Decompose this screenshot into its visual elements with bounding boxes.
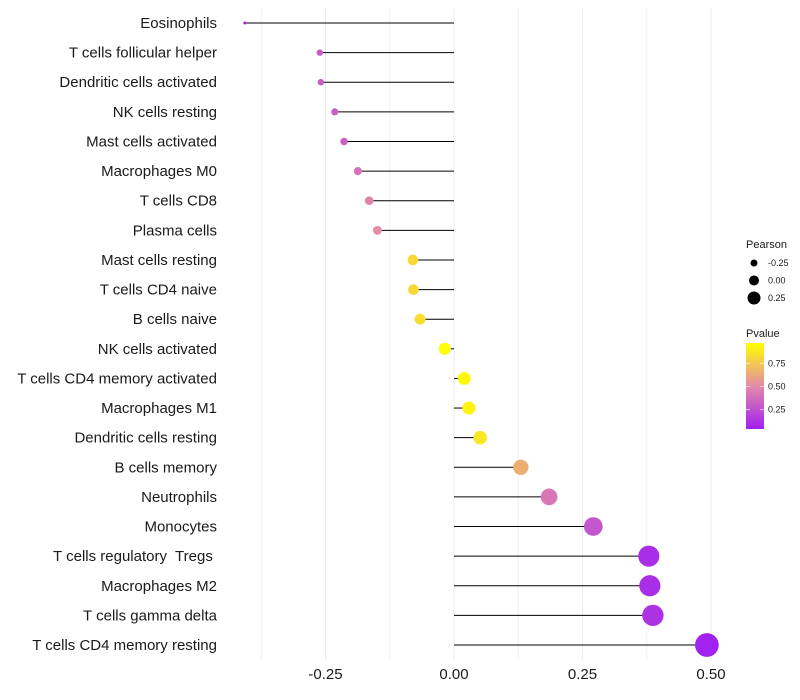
color-legend-ticks: 0.25 0.50 0.75 — [746, 358, 786, 415]
y-tick-label: T cells follicular helper — [69, 45, 217, 62]
y-tick-label: Plasma cells — [133, 222, 217, 239]
data-point — [331, 108, 339, 116]
y-tick-label: Neutrophils — [141, 489, 217, 506]
data-point — [638, 545, 660, 567]
x-tick-label: 0.25 — [568, 666, 597, 683]
x-axis-labels: -0.25 0.00 0.25 0.50 — [308, 666, 725, 683]
y-tick-label: T cells CD4 memory resting — [32, 637, 217, 654]
y-tick-label: T cells CD4 memory activated — [17, 370, 217, 387]
data-point — [462, 401, 476, 415]
x-tick-label: 0.50 — [696, 666, 725, 683]
y-tick-label: Eosinophils — [140, 15, 217, 32]
y-tick-label: Mast cells activated — [86, 133, 217, 150]
y-tick-label: T cells regulatory Tregs — [53, 548, 217, 565]
y-tick-label: Macrophages M2 — [101, 578, 217, 595]
y-tick-label: T cells CD8 — [140, 193, 217, 210]
data-point — [372, 225, 382, 235]
y-tick-label: Dendritic cells resting — [74, 430, 217, 447]
grid-lines — [260, 8, 712, 660]
size-legend-label: -0.25 — [768, 258, 789, 268]
color-legend-label: 0.25 — [768, 405, 786, 415]
size-legend-title: Pearson — [746, 239, 787, 251]
data-point — [457, 371, 471, 385]
y-axis-labels: Eosinophils T cells follicular helper Dend… — [17, 15, 217, 654]
data-point — [317, 79, 325, 86]
data-point — [695, 633, 719, 657]
data-point — [364, 196, 374, 206]
y-tick-label: NK cells resting — [113, 104, 217, 121]
x-tick-label: -0.25 — [308, 666, 342, 683]
y-tick-label: NK cells activated — [98, 341, 217, 358]
y-tick-label: Dendritic cells activated — [59, 74, 217, 91]
legend: Pearson -0.25 0.00 0.25 Pvalue 0.25 0.50 0.7… — [746, 239, 789, 429]
points — [243, 21, 719, 657]
data-point — [408, 284, 419, 295]
color-legend-label: 0.75 — [768, 358, 786, 368]
data-point — [438, 342, 451, 355]
y-tick-label: T cells CD4 naive — [100, 282, 217, 299]
y-tick-label: B cells memory — [114, 459, 217, 476]
size-legend-key — [750, 259, 758, 267]
y-tick-label: T cells gamma delta — [83, 607, 218, 624]
data-point — [353, 167, 362, 176]
y-tick-label: B cells naive — [133, 311, 217, 328]
data-point — [243, 21, 247, 25]
data-point — [583, 517, 603, 536]
x-tick-label: 0.00 — [439, 666, 468, 683]
segments — [244, 22, 707, 646]
size-legend-label: 0.25 — [768, 293, 786, 303]
y-tick-label: Mast cells resting — [101, 252, 217, 269]
data-point — [639, 575, 661, 597]
y-tick-label: Monocytes — [144, 519, 217, 536]
data-point — [316, 49, 324, 56]
data-point — [407, 254, 419, 266]
data-point — [414, 313, 426, 325]
data-point — [473, 430, 488, 445]
size-legend-label: 0.00 — [768, 276, 786, 286]
size-legend-key — [747, 291, 761, 305]
y-tick-label: Macrophages M1 — [101, 400, 217, 417]
data-point — [340, 137, 348, 146]
data-point — [513, 459, 529, 475]
data-point — [540, 488, 558, 506]
y-tick-label: Macrophages M0 — [101, 163, 217, 180]
size-legend-key — [749, 275, 759, 286]
color-bar — [746, 343, 764, 429]
data-point — [642, 604, 664, 627]
size-legend: -0.25 0.00 0.25 — [747, 258, 789, 305]
color-legend-label: 0.50 — [768, 381, 786, 391]
color-legend-title: Pvalue — [746, 328, 780, 340]
